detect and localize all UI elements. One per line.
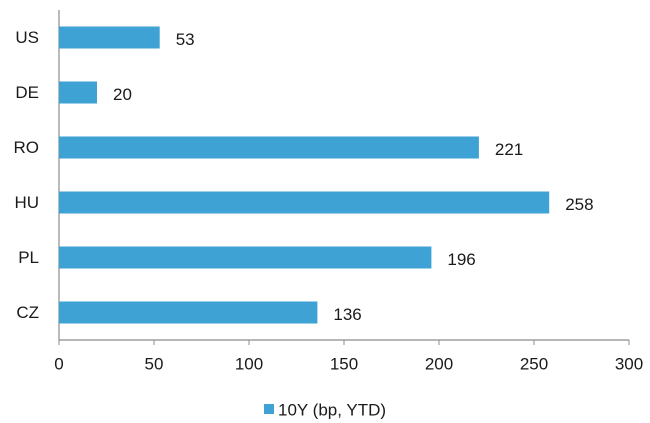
- bar-de: [59, 81, 97, 104]
- x-tick-label-250: 250: [520, 355, 548, 374]
- legend-label: 10Y (bp, YTD): [278, 401, 386, 420]
- x-tick-label-100: 100: [235, 355, 263, 374]
- category-label-hu: HU: [14, 193, 39, 212]
- bar-ro: [59, 136, 479, 159]
- data-label-cz: 136: [333, 305, 361, 324]
- category-label-ro: RO: [14, 138, 40, 157]
- x-tick-label-200: 200: [425, 355, 453, 374]
- category-label-de: DE: [15, 83, 39, 102]
- data-label-hu: 258: [565, 195, 593, 214]
- category-label-cz: CZ: [16, 303, 39, 322]
- x-tick-label-300: 300: [615, 355, 643, 374]
- data-label-ro: 221: [495, 140, 523, 159]
- data-label-pl: 196: [447, 250, 475, 269]
- bar-pl: [59, 246, 432, 269]
- x-tick-label-0: 0: [54, 355, 63, 374]
- bar-us: [59, 26, 160, 49]
- data-label-de: 20: [113, 85, 132, 104]
- bar-cz: [59, 301, 318, 324]
- x-tick-label-150: 150: [330, 355, 358, 374]
- legend-swatch: [264, 404, 274, 414]
- category-label-us: US: [15, 28, 39, 47]
- category-label-pl: PL: [18, 248, 39, 267]
- bar-hu: [59, 191, 550, 214]
- data-label-us: 53: [176, 30, 195, 49]
- x-tick-label-50: 50: [145, 355, 164, 374]
